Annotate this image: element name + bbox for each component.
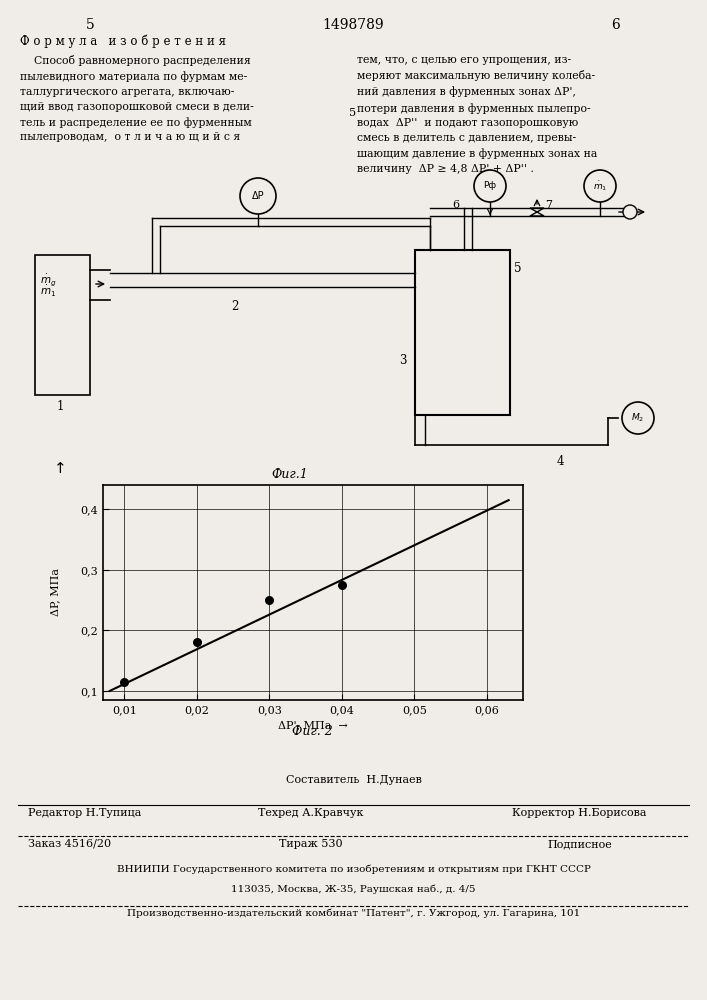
Text: 2: 2 [231,300,239,313]
Text: Способ равномерного распределения
пылевидного материала по фурмам ме-
таллургиче: Способ равномерного распределения пылеви… [20,55,254,142]
Text: 7: 7 [545,200,552,210]
Text: ВНИИПИ Государственного комитета по изобретениям и открытиям при ГКНТ СССР: ВНИИПИ Государственного комитета по изоб… [117,864,590,874]
Text: Редактор Н.Тупица: Редактор Н.Тупица [28,808,141,818]
Text: ↑: ↑ [54,461,67,476]
Text: 5: 5 [349,108,356,118]
Text: 1498789: 1498789 [322,18,384,32]
Text: Ф о р м у л а   и з о б р е т е н и я: Ф о р м у л а и з о б р е т е н и я [20,35,226,48]
Bar [415,250,510,415]
Polygon shape [530,208,544,212]
Text: 113035, Москва, Ж-35, Раушская наб., д. 4/5: 113035, Москва, Ж-35, Раушская наб., д. … [231,884,476,894]
Text: $\dot{m}_g$: $\dot{m}_g$ [40,272,57,288]
Text: Фиг. 2: Фиг. 2 [293,725,333,738]
Point [337,577,348,593]
Text: Фиг.1: Фиг.1 [271,468,308,481]
Circle shape [240,178,276,214]
Text: $\dot{m}_1$: $\dot{m}_1$ [593,179,607,193]
Bar [35,255,90,395]
Text: Подписное: Подписное [547,839,612,849]
Circle shape [584,170,616,202]
Text: 5: 5 [86,18,94,32]
Circle shape [474,170,506,202]
Point [191,634,202,650]
Point [119,674,130,690]
Text: тем, что, с целью его упрощения, из-
меряют максимальную величину колеба-
ний да: тем, что, с целью его упрощения, из- мер… [357,55,597,174]
Text: 1: 1 [57,400,64,413]
Text: 4: 4 [556,455,563,468]
Y-axis label: ΔP, МПа: ΔP, МПа [50,568,60,616]
Text: Заказ 4516/20: Заказ 4516/20 [28,839,112,849]
Text: 5: 5 [514,261,522,274]
Circle shape [623,205,637,219]
Text: Составитель  Н.Дунаев: Составитель Н.Дунаев [286,775,421,785]
Polygon shape [530,212,544,216]
Text: Техред А.Кравчук: Техред А.Кравчук [258,808,364,818]
Text: Рф: Рф [484,182,496,190]
Text: 6: 6 [452,200,460,210]
Text: $M_2$: $M_2$ [631,412,645,424]
X-axis label: ΔP', МПа  →: ΔP', МПа → [278,720,348,730]
Text: Производственно-издательский комбинат "Патент", г. Ужгород, ул. Гагарина, 101: Производственно-издательский комбинат "П… [127,909,580,918]
Text: $\dot{m}_1$: $\dot{m}_1$ [40,284,56,299]
Text: ΔP: ΔP [252,191,264,201]
Text: 3: 3 [399,354,407,366]
Circle shape [622,402,654,434]
Text: Тираж 530: Тираж 530 [279,839,343,849]
Text: 6: 6 [611,18,619,32]
Text: Корректор Н.Борисова: Корректор Н.Борисова [513,808,647,818]
Point [264,592,275,608]
